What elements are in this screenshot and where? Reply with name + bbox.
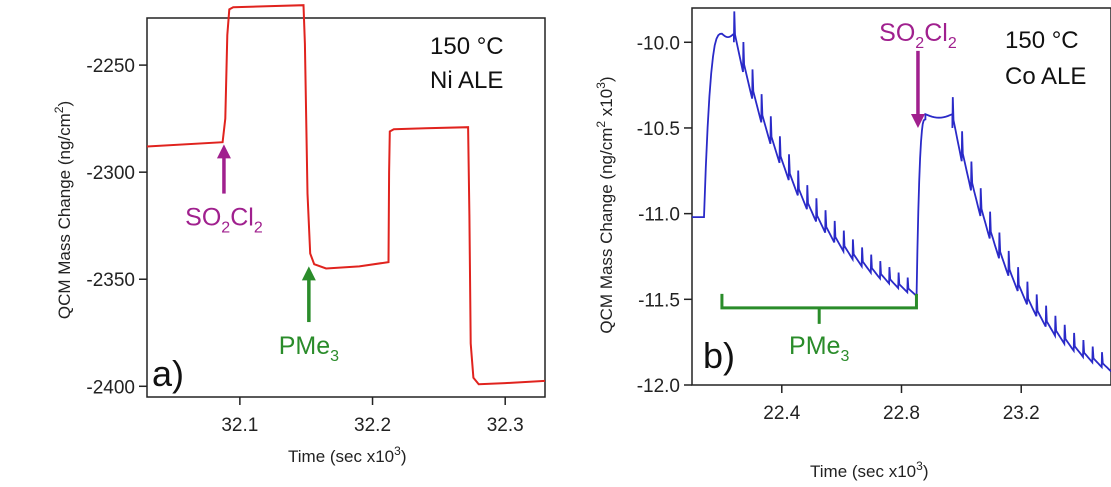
panel-a-x-axis-title: Time (sec x103) xyxy=(288,444,406,466)
y-tick-label: -2350 xyxy=(86,270,135,291)
panel-a-series-line xyxy=(146,4,546,386)
y-tick-label: -2400 xyxy=(86,377,135,398)
pme3-label: PMe3 xyxy=(789,332,849,365)
x-tick-label: 32.2 xyxy=(354,415,391,436)
panel-b-x-ticks: 22.4 22.8 23.2 xyxy=(763,385,1040,424)
panel-b-annotations: SO2Cl2 PMe3 xyxy=(720,19,957,365)
y-tick-label: -11.0 xyxy=(638,205,680,226)
panel-b-y-axis-title: QCM Mass Change (ng/cm2 x103) xyxy=(594,76,616,333)
panel-a-plot-area xyxy=(146,17,546,398)
panel-b-condition-process: Co ALE xyxy=(1005,63,1086,90)
x-tick-label: 22.8 xyxy=(883,403,920,424)
panel-b-label: b) xyxy=(703,335,735,376)
panel-a: -2250 -2300 -2350 -2400 32.1 32.2 32.3 SO2Cl2… xyxy=(52,4,546,466)
panel-a-label: a) xyxy=(152,353,184,394)
so2cl2-annotation: SO2Cl2 xyxy=(185,144,263,237)
annotation-label: PMe3 xyxy=(279,332,339,365)
x-tick-label: 23.2 xyxy=(1003,403,1040,424)
panel-a-condition-temp: 150 °C xyxy=(430,33,504,60)
annotation-arrow-head xyxy=(216,144,231,159)
x-tick-label: 32.1 xyxy=(221,415,258,436)
y-tick-label: -12.0 xyxy=(637,376,680,397)
y-tick-label: -11.5 xyxy=(638,290,680,311)
y-tick-label: -2300 xyxy=(86,163,135,184)
pme3-bracket xyxy=(720,293,918,324)
panel-b-series-line xyxy=(692,11,1111,372)
annotation-label: SO2Cl2 xyxy=(185,204,263,237)
panel-a-y-axis-title: QCM Mass Change (ng/cm2) xyxy=(52,101,74,319)
panel-a-y-ticks: -2250 -2300 -2350 -2400 xyxy=(86,56,147,398)
pme3-annotation: PMe3 xyxy=(279,266,339,365)
panel-b-y-ticks: -10.0 -10.5 -11.0 -11.5 -12.0 xyxy=(637,33,692,397)
y-tick-label: -2250 xyxy=(86,56,135,77)
pme3-annotation: PMe3 xyxy=(720,293,918,365)
panel-a-annotations: SO2Cl2 PMe3 xyxy=(185,144,339,365)
x-tick-label: 32.3 xyxy=(487,415,524,436)
x-tick-label: 22.4 xyxy=(763,403,800,424)
so2cl2-annotation: SO2Cl2 xyxy=(879,19,957,128)
panel-a-condition-process: Ni ALE xyxy=(430,67,503,94)
panel-b-condition-temp: 150 °C xyxy=(1005,27,1079,54)
annotation-label: SO2Cl2 xyxy=(879,19,957,52)
panel-b: -10.0 -10.5 -11.0 -11.5 -12.0 22.4 22.8 23.2 S… xyxy=(594,7,1111,481)
panel-a-x-ticks: 32.1 32.2 32.3 xyxy=(221,397,524,436)
panel-b-x-axis-title: Time (sec x103) xyxy=(810,459,928,481)
y-tick-label: -10.0 xyxy=(637,33,680,54)
y-tick-label: -10.5 xyxy=(637,119,680,140)
annotation-arrow-head xyxy=(301,266,316,281)
annotation-arrow-head xyxy=(910,113,925,128)
